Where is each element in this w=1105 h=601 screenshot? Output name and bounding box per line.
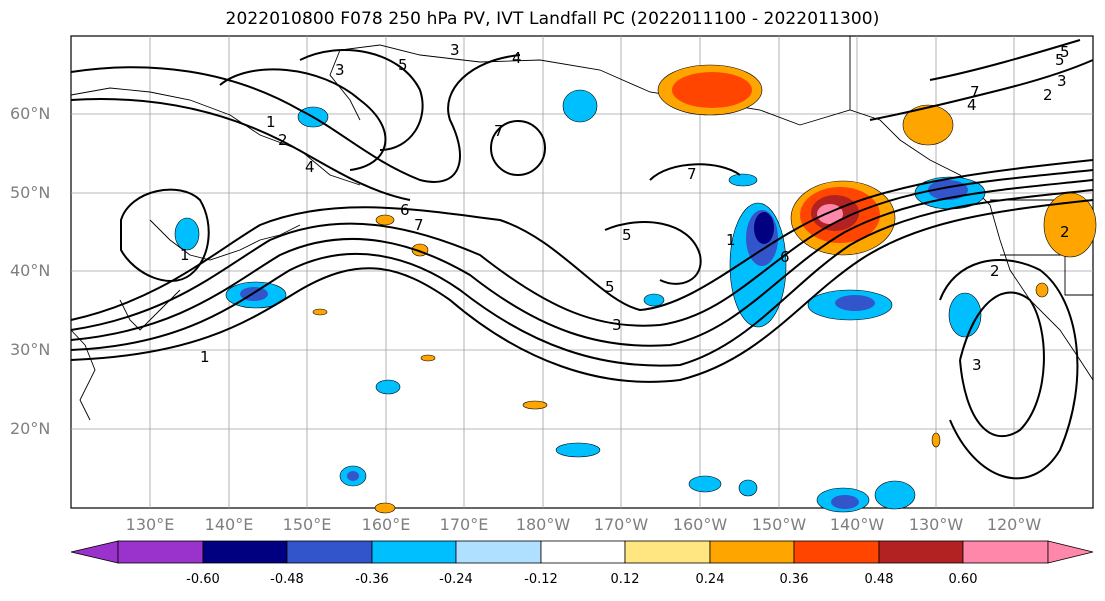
colorbar-tick-label: 0.24 <box>695 572 725 587</box>
ivt-shading <box>174 64 1097 514</box>
colorbar-tick-label: 0.48 <box>864 572 894 587</box>
contour-label: 1 <box>200 348 210 366</box>
lon-label: 120°W <box>986 515 1042 534</box>
lat-label: 50°N <box>10 183 51 202</box>
contour-label: 3 <box>612 316 622 334</box>
lon-label: 160°W <box>672 515 728 534</box>
colorbar-tick-label: 0.60 <box>948 572 978 587</box>
lat-label: 40°N <box>10 261 51 280</box>
contour-label: 7 <box>970 83 980 101</box>
contour-label: 5 <box>622 226 632 244</box>
contour-label: 3 <box>972 356 982 374</box>
colorbar-extend-high <box>1047 540 1094 564</box>
contour-label: 5 <box>398 56 408 74</box>
colorbar-tick-label: 0.12 <box>610 572 640 587</box>
contour-label: 2 <box>278 131 288 149</box>
contour-label: 3 <box>335 61 345 79</box>
lat-label: 30°N <box>10 340 51 359</box>
lat-label: 60°N <box>10 104 51 123</box>
contour-label: 7 <box>687 165 697 183</box>
colorbar-tick-label: -0.24 <box>439 572 473 587</box>
gridlines <box>71 36 1093 508</box>
lat-label: 20°N <box>10 419 51 438</box>
lon-label: 150°W <box>751 515 807 534</box>
contour-label: 1 <box>180 246 190 264</box>
contour-label: 7 <box>494 122 504 140</box>
contour-label: 5 <box>1055 51 1065 69</box>
contour-label: 3 <box>450 41 460 59</box>
lon-label: 150°E <box>282 515 332 534</box>
lon-label: 130°E <box>125 515 175 534</box>
colorbar-tick-label: -0.48 <box>270 572 304 587</box>
contour-label: 4 <box>512 49 522 67</box>
map-title: 2022010800 F078 250 hPa PV, IVT Landfall… <box>225 9 880 29</box>
lon-label: 170°E <box>439 515 489 534</box>
colorbar-tick-label: -0.12 <box>524 572 558 587</box>
lon-label: 180°W <box>515 515 571 534</box>
contour-label: 5 <box>1060 43 1070 61</box>
lon-label: 130°W <box>908 515 964 534</box>
positive-anomaly <box>902 104 954 146</box>
contour-label: 2 <box>1060 223 1070 241</box>
contour-label: 1 <box>266 113 276 131</box>
contour-label: 6 <box>400 201 410 219</box>
colorbar-tick-label: -0.60 <box>186 572 220 587</box>
contour-label: 5 <box>605 278 615 296</box>
colorbar <box>70 540 1094 564</box>
pv-contours <box>70 39 1094 480</box>
contour-label: 4 <box>305 158 315 176</box>
contour-label: 1 <box>726 231 736 249</box>
contour-label: 2 <box>990 262 1000 280</box>
lon-label: 160°E <box>361 515 411 534</box>
negative-anomaly <box>562 89 598 123</box>
lon-label: 140°W <box>829 515 885 534</box>
contour-label: 2 <box>1043 86 1053 104</box>
contour-label: 6 <box>780 248 790 266</box>
lon-label: 170°W <box>593 515 649 534</box>
contour-labels: 1 2 3 4 5 6 7 1 2 3 4 5 7 5 3 5 6 7 1 2 … <box>180 41 1070 374</box>
contour-label: 3 <box>1057 72 1067 90</box>
colorbar-extend-low <box>70 540 119 564</box>
colorbar-tick-label: 0.36 <box>779 572 809 587</box>
colorbar-tick-label: -0.36 <box>355 572 389 587</box>
lon-label: 140°E <box>204 515 254 534</box>
contour-label: 7 <box>414 216 424 234</box>
contour-label: 4 <box>967 96 977 114</box>
